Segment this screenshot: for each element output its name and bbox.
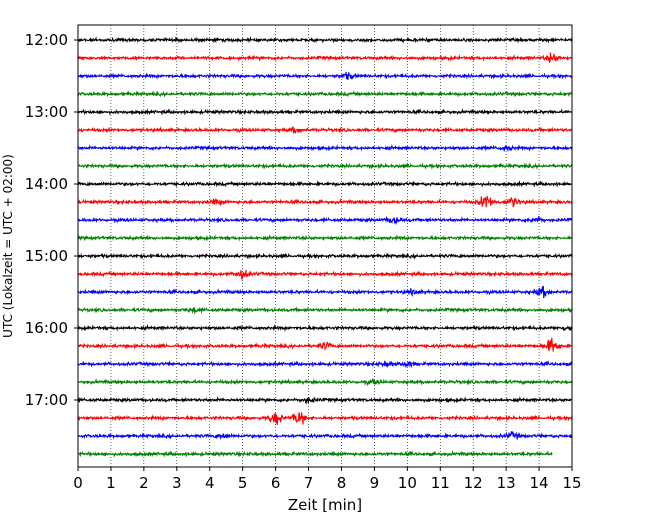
trace-1515: [77, 269, 573, 280]
x-tick-label: 8: [337, 474, 347, 492]
trace-1415: [77, 195, 573, 208]
x-axis-label: Zeit [min]: [288, 496, 362, 514]
trace-1700: [77, 396, 573, 405]
y-tick-label: 17:00: [25, 391, 68, 409]
x-tick-label: 3: [172, 474, 182, 492]
trace-1330: [77, 144, 573, 152]
x-tick-label: 1: [106, 474, 116, 492]
trace-1745: [77, 449, 553, 458]
trace-1345: [77, 162, 573, 170]
x-tick-label: 5: [238, 474, 248, 492]
trace-1430: [77, 215, 573, 226]
x-tick-label: 2: [139, 474, 149, 492]
x-axis-ticks: 0 1 2 3 4 5 6 7 8 9 10 11 12 13 14 15: [73, 467, 582, 492]
trace-1715: [77, 412, 573, 425]
trace-1400: [77, 180, 573, 188]
x-tick-label: 14: [530, 474, 549, 492]
x-tick-label: 7: [304, 474, 314, 492]
x-tick-label: 15: [562, 474, 581, 492]
trace-1245: [77, 90, 573, 98]
x-tick-label: 12: [464, 474, 483, 492]
y-tick-label: 16:00: [25, 319, 68, 337]
trace-1630: [77, 360, 573, 369]
trace-1230: [77, 71, 573, 81]
y-tick-label: 12:00: [25, 31, 68, 49]
trace-1730: [77, 431, 573, 441]
y-tick-label: 13:00: [25, 103, 68, 121]
trace-1300: [77, 107, 573, 116]
seismic-traces: [77, 36, 573, 458]
y-axis-label: UTC (Lokalzeit = UTC + 02:00): [1, 154, 15, 338]
trace-1545: [77, 306, 573, 315]
axes-frame: [77, 24, 573, 468]
x-tick-label: 11: [431, 474, 450, 492]
y-tick-label: 14:00: [25, 175, 68, 193]
trace-1600: [77, 324, 573, 332]
x-tick-label: 6: [271, 474, 281, 492]
trace-1315: [77, 126, 573, 134]
x-tick-label: 13: [497, 474, 516, 492]
x-tick-label: 0: [73, 474, 83, 492]
trace-1645: [77, 378, 573, 387]
trace-1500: [77, 252, 573, 260]
x-tick-label: 9: [370, 474, 380, 492]
trace-1615: [77, 337, 573, 352]
trace-1530: [77, 285, 573, 299]
x-tick-label: 10: [398, 474, 417, 492]
trace-1200: [77, 36, 573, 44]
y-tick-label: 15:00: [25, 247, 68, 265]
trace-1445: [77, 234, 573, 242]
y-axis-ticks: 12:00 13:00 14:00 15:00 16:00 17:00: [25, 31, 78, 409]
trace-1215: [77, 52, 573, 64]
x-tick-label: 4: [205, 474, 215, 492]
